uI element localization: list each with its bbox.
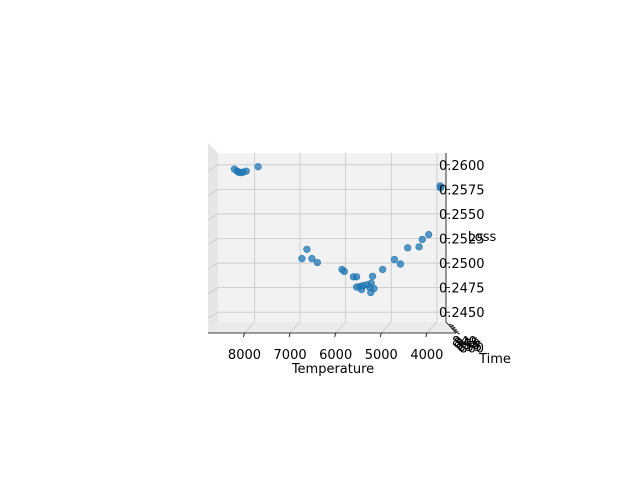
axis-lines <box>208 153 457 334</box>
data-point <box>436 184 445 192</box>
z-side-grid-line <box>207 287 219 294</box>
data-point <box>367 288 375 297</box>
z-side-grid-line <box>207 164 219 172</box>
data-point <box>368 272 377 280</box>
y-tick-label: 850 <box>456 338 481 353</box>
z-tick-label: 0.2550 <box>439 208 485 223</box>
z-tick-label: 0.2525 <box>439 232 485 247</box>
left-pane <box>208 143 218 333</box>
data-point <box>254 163 262 171</box>
z-side-grid-line <box>207 238 219 245</box>
data-point <box>379 265 387 274</box>
data-point <box>415 243 423 251</box>
data-point <box>404 244 412 252</box>
y-tick-label: 860 <box>459 341 484 356</box>
z-tick-label: 0.2600 <box>439 159 485 174</box>
tick-labels: 8000 7000 6000 5000 4000 0.2600 0.2575 0.2550 0.… <box>228 159 485 363</box>
z-side-grid-line <box>207 213 219 221</box>
y-tick-label: 855 <box>457 340 482 355</box>
x-tick-mark <box>334 332 337 338</box>
x-tick-mark <box>288 332 291 338</box>
data-point <box>242 167 250 175</box>
grid-lines <box>207 153 446 334</box>
y-tick-label: 845 <box>454 337 479 352</box>
x-tick-label: 7000 <box>274 348 307 363</box>
x-floor-grid-line <box>244 321 255 334</box>
data-point <box>418 235 426 244</box>
tick-marks <box>243 164 461 338</box>
y-tick-mark <box>454 331 461 335</box>
x-tick-label: 4000 <box>410 348 443 363</box>
y-axis-title: Time <box>478 352 511 367</box>
z-tick-label: 0.2475 <box>439 282 485 297</box>
floor-pane <box>208 322 456 333</box>
x-tick-mark <box>243 332 245 338</box>
z-tick-label: 0.2575 <box>439 183 485 198</box>
x-tick-label: 6000 <box>319 348 352 363</box>
data-point <box>390 256 399 264</box>
y-axis-line <box>445 321 457 334</box>
y-tick-label: 840 <box>452 335 477 350</box>
x-tick-label: 8000 <box>228 348 261 363</box>
y-tick-mark <box>453 329 459 333</box>
x-floor-grid-line <box>289 321 301 334</box>
z-axis-title: Loss <box>468 230 497 245</box>
z-side-grid-line <box>207 189 219 196</box>
data-point <box>396 260 405 268</box>
x-tick-mark <box>379 332 382 338</box>
back-pane <box>218 153 446 322</box>
x-floor-grid-line <box>335 321 346 334</box>
x-floor-grid-line <box>426 321 438 334</box>
y-tick-mark <box>450 325 456 329</box>
data-point <box>298 255 306 263</box>
x-tick-label: 5000 <box>365 348 398 363</box>
data-point <box>425 230 433 239</box>
x-floor-grid-line <box>380 321 392 334</box>
x-tick-mark <box>425 332 428 338</box>
data-point <box>303 245 311 253</box>
data-point <box>358 285 366 294</box>
data-point <box>353 273 361 281</box>
z-tick-label: 0.2500 <box>439 257 485 272</box>
data-point <box>308 255 316 263</box>
axes-panes <box>208 143 456 333</box>
z-tick-label: 0.2450 <box>439 306 485 321</box>
data-points <box>230 163 445 297</box>
data-point <box>340 267 348 275</box>
x-axis-title: Temperature <box>291 362 374 377</box>
y-tick-mark <box>451 327 458 331</box>
y-tick-mark <box>448 323 455 327</box>
z-side-grid-line <box>207 262 219 270</box>
data-point <box>313 258 322 267</box>
z-side-grid-line <box>207 311 219 319</box>
